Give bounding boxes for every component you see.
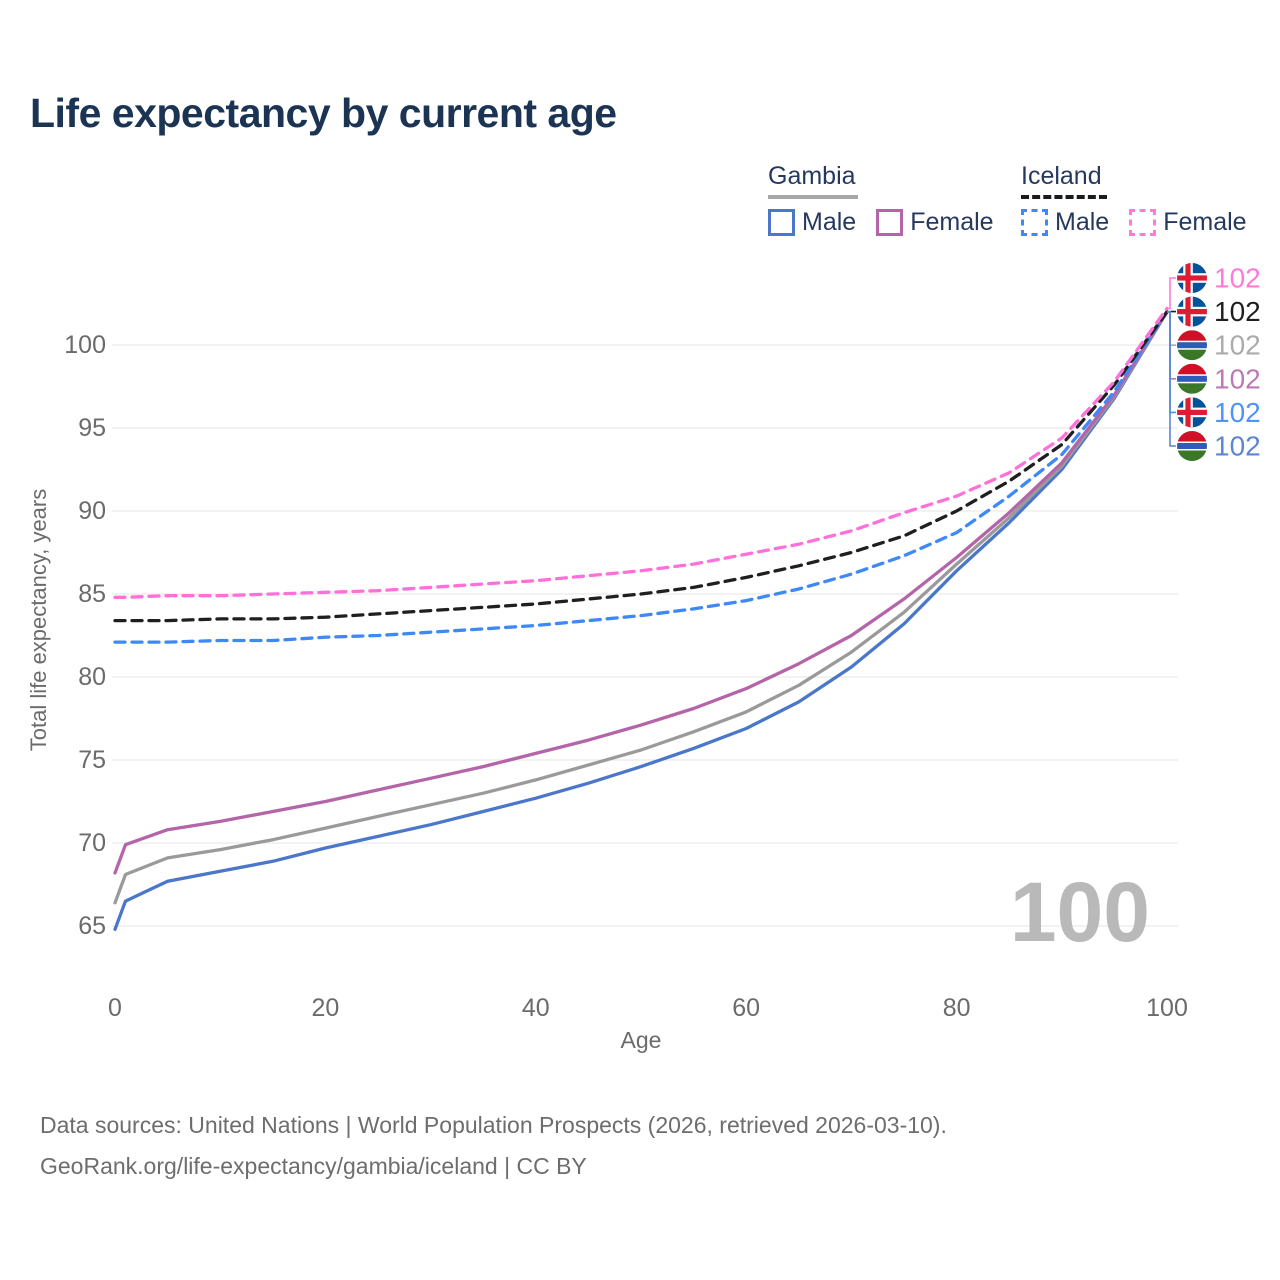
series-line-iceland bbox=[113, 310, 1169, 623]
legend-item-gambia-male[interactable]: Male bbox=[768, 208, 856, 237]
x-tick-label: 60 bbox=[732, 994, 760, 1022]
axis-layer: 65 70 75 80 85 90 95 100 0 20 40 60 80 100 Age Total li… bbox=[26, 331, 1188, 1053]
end-value-label: 102 bbox=[1214, 263, 1261, 294]
page-title: Life expectancy by current age bbox=[30, 90, 617, 136]
end-label-connector bbox=[1167, 310, 1176, 347]
iceland-male-swatch-icon[interactable] bbox=[1021, 209, 1048, 236]
iceland-flag-icon bbox=[1177, 263, 1207, 293]
y-tick-label: 90 bbox=[78, 497, 106, 525]
series-line-gambia-female bbox=[113, 310, 1169, 875]
gambia-flag-icon bbox=[1177, 431, 1207, 461]
end-value-label: 102 bbox=[1214, 363, 1261, 394]
y-axis-title: Total life expectancy, years bbox=[26, 489, 51, 752]
x-tick-label: 100 bbox=[1146, 994, 1188, 1022]
footer: Data sources: United Nations | World Pop… bbox=[40, 1105, 947, 1187]
end-label-connector bbox=[1167, 310, 1176, 447]
x-tick-label: 20 bbox=[311, 994, 339, 1022]
iceland-flag-icon bbox=[1177, 296, 1207, 327]
end-label-connector bbox=[1167, 310, 1176, 414]
end-label-connector bbox=[1167, 277, 1176, 310]
y-tick-label: 80 bbox=[78, 663, 106, 691]
legend-underline-iceland-dashed bbox=[1021, 195, 1107, 199]
y-tick-label: 100 bbox=[64, 331, 106, 359]
legend-label-gambia-female: Female bbox=[910, 208, 994, 236]
footer-sources-line: Data sources: United Nations | World Pop… bbox=[40, 1112, 947, 1138]
x-axis-title: Age bbox=[621, 1027, 662, 1053]
series-line-gambia bbox=[113, 310, 1169, 905]
legend-label-iceland-male: Male bbox=[1055, 208, 1110, 236]
legend-row-iceland: Male Female bbox=[1021, 208, 1247, 237]
legend-title-iceland: Iceland bbox=[1021, 162, 1102, 190]
x-tick-label: 80 bbox=[943, 994, 971, 1022]
gambia-flag-icon bbox=[1177, 363, 1207, 394]
series-line-iceland-male bbox=[113, 310, 1169, 644]
series-line-iceland-female bbox=[113, 306, 1169, 599]
end-value-label: 102 bbox=[1214, 330, 1261, 361]
legend-group-gambia: Gambia Male Female bbox=[768, 162, 994, 237]
x-tick-label: 40 bbox=[522, 994, 550, 1022]
y-tick-label: 95 bbox=[78, 414, 106, 442]
footer-link-line[interactable]: GeoRank.org/life-expectancy/gambia/icela… bbox=[40, 1153, 587, 1179]
gambia-female-swatch-icon[interactable] bbox=[876, 209, 904, 236]
iceland-female-swatch-icon[interactable] bbox=[1129, 209, 1157, 236]
gambia-male-swatch-icon[interactable] bbox=[768, 209, 795, 236]
y-tick-label: 75 bbox=[78, 746, 106, 774]
y-tick-label: 70 bbox=[78, 829, 106, 857]
legend-group-iceland: Iceland Male Female bbox=[1021, 162, 1247, 237]
y-tick-label: 85 bbox=[78, 580, 106, 608]
legend-item-gambia-female[interactable]: Female bbox=[876, 208, 994, 237]
legend-row-gambia: Male Female bbox=[768, 208, 994, 237]
series-layer bbox=[113, 306, 1169, 931]
grid-layer bbox=[112, 344, 1178, 927]
series-line-gambia-male bbox=[113, 310, 1169, 931]
gambia-flag-icon bbox=[1177, 330, 1207, 361]
legend-label-gambia-male: Male bbox=[802, 208, 857, 236]
legend-item-iceland-male[interactable]: Male bbox=[1021, 208, 1109, 237]
end-value-label: 102 bbox=[1214, 296, 1261, 327]
legend-label-iceland-female: Female bbox=[1163, 208, 1247, 236]
end-value-label: 102 bbox=[1214, 397, 1261, 428]
legend-item-iceland-female[interactable]: Female bbox=[1129, 208, 1247, 237]
age-watermark: 100 bbox=[1009, 865, 1150, 959]
iceland-flag-icon bbox=[1177, 397, 1207, 428]
end-value-label: 102 bbox=[1214, 431, 1261, 462]
y-tick-label: 65 bbox=[78, 912, 106, 940]
legend-title-gambia: Gambia bbox=[768, 162, 856, 190]
x-tick-label: 0 bbox=[108, 994, 122, 1022]
legend-underline-gambia-solid bbox=[768, 195, 858, 199]
